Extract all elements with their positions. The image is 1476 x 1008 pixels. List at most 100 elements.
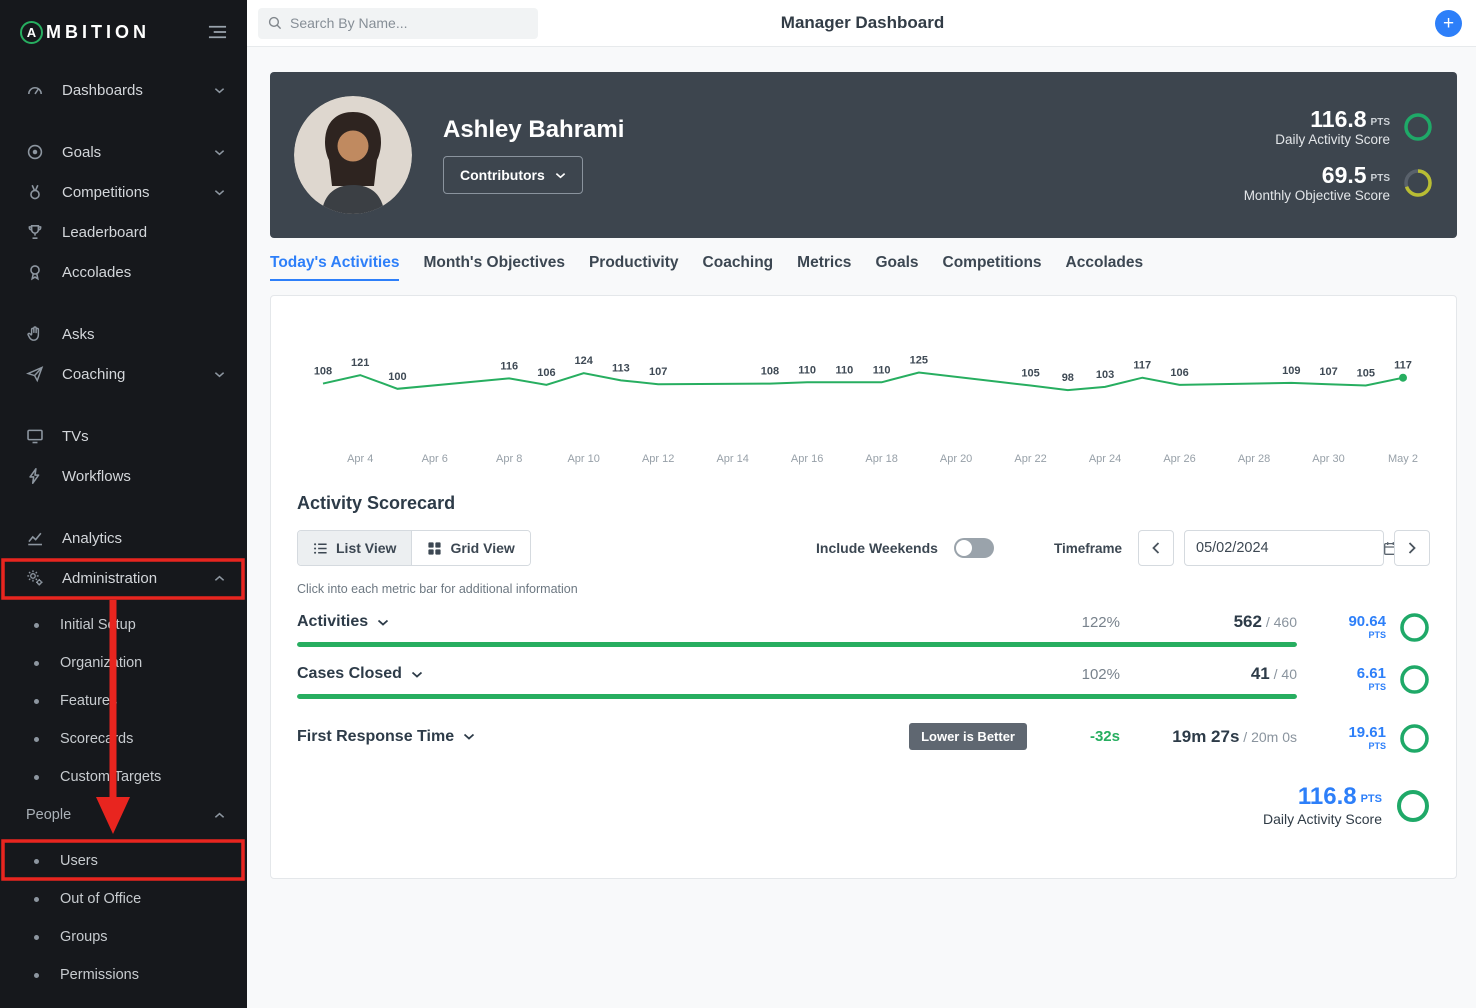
svg-text:Apr 18: Apr 18 bbox=[865, 453, 897, 465]
sidebar-item-administration[interactable]: Administration bbox=[0, 558, 247, 598]
tab-productivity[interactable]: Productivity bbox=[588, 254, 679, 271]
nav-label: Initial Setup bbox=[60, 617, 136, 633]
include-weekends-label: Include Weekends bbox=[816, 540, 938, 556]
ambition-logo[interactable]: A MBITION bbox=[20, 20, 150, 44]
svg-text:Apr 22: Apr 22 bbox=[1014, 453, 1046, 465]
metric-name: Cases Closed bbox=[297, 665, 402, 682]
people-submenu: Users Out of Office Groups Permissions bbox=[0, 842, 247, 994]
nav-label: Organization bbox=[60, 655, 143, 671]
dashboard-content: Ashley Bahrami Contributors 116.8 PTS Dai… bbox=[247, 47, 1476, 879]
search-box[interactable] bbox=[258, 7, 538, 39]
sidebar-item-groups[interactable]: Groups bbox=[0, 918, 247, 956]
chevron-down-icon bbox=[378, 619, 389, 626]
svg-text:110: 110 bbox=[836, 364, 854, 376]
search-input[interactable] bbox=[290, 15, 528, 31]
metric-value: 41 / 40 bbox=[1250, 664, 1297, 683]
tab-todays-activities[interactable]: Today's Activities bbox=[270, 254, 400, 281]
svg-text:May 2: May 2 bbox=[1388, 453, 1418, 465]
list-view-button[interactable]: List View bbox=[298, 531, 412, 565]
sidebar-item-coaching[interactable]: Coaching bbox=[0, 354, 247, 394]
avatar[interactable] bbox=[294, 96, 412, 214]
date-input[interactable] bbox=[1196, 540, 1383, 556]
administration-submenu: Initial Setup Organization Features Scor… bbox=[0, 606, 247, 796]
daily-total: 116.8 PTS Daily Activity Score bbox=[297, 784, 1430, 827]
sidebar-item-accolades[interactable]: Accolades bbox=[0, 252, 247, 292]
toggle-knob bbox=[955, 540, 972, 556]
bullet-icon bbox=[34, 774, 39, 780]
workflows-icon bbox=[26, 467, 44, 485]
tab-months-objectives[interactable]: Month's Objectives bbox=[423, 254, 565, 271]
svg-text:106: 106 bbox=[1170, 367, 1188, 379]
activity-trend-chart: 108 121 100 116 106 124 113 107 108 110 110 110 125 1… bbox=[314, 355, 1418, 466]
sidebar-item-analytics[interactable]: Analytics bbox=[0, 518, 247, 558]
previous-period-button[interactable] bbox=[1138, 530, 1174, 566]
monthly-objective-score: 69.5 PTS Monthly Objective Score bbox=[1244, 163, 1433, 203]
sidebar-item-goals[interactable]: Goals bbox=[0, 132, 247, 172]
svg-text:98: 98 bbox=[1062, 372, 1074, 384]
sidebar-item-tvs[interactable]: TVs bbox=[0, 416, 247, 456]
chevron-down-icon bbox=[463, 733, 475, 740]
score-summary: 116.8 PTS Daily Activity Score 69.5 PTS Mo… bbox=[1244, 107, 1433, 203]
cases-closed-progress-bar[interactable] bbox=[297, 694, 1297, 699]
add-button[interactable]: + bbox=[1435, 9, 1462, 37]
sidebar-item-scorecards[interactable]: Scorecards bbox=[0, 720, 247, 758]
nav-label: Scorecards bbox=[60, 731, 134, 747]
sidebar-item-initial-setup[interactable]: Initial Setup bbox=[0, 606, 247, 644]
sidebar-item-organization[interactable]: Organization bbox=[0, 644, 247, 682]
include-weekends-toggle[interactable] bbox=[953, 538, 994, 558]
profile-info: Ashley Bahrami Contributors bbox=[443, 116, 624, 194]
dashboard-tabs: Today's Activities Month's Objectives Pr… bbox=[270, 254, 1457, 281]
sidebar-section-people[interactable]: People bbox=[0, 796, 247, 834]
svg-text:Apr 24: Apr 24 bbox=[1089, 453, 1121, 465]
nav-label: Asks bbox=[62, 325, 95, 343]
tab-accolades[interactable]: Accolades bbox=[1065, 254, 1144, 271]
sidebar-item-custom-targets[interactable]: Custom Targets bbox=[0, 758, 247, 796]
svg-text:Apr 16: Apr 16 bbox=[791, 453, 823, 465]
sidebar-header: A MBITION bbox=[0, 0, 247, 64]
svg-text:124: 124 bbox=[575, 355, 594, 367]
svg-text:Apr 8: Apr 8 bbox=[496, 453, 522, 465]
sidebar-item-leaderboard[interactable]: Leaderboard bbox=[0, 212, 247, 252]
grid-view-label: Grid View bbox=[450, 540, 515, 556]
first-response-time-dropdown[interactable]: First Response Time bbox=[297, 728, 475, 746]
sidebar-item-workflows[interactable]: Workflows bbox=[0, 456, 247, 496]
sidebar-item-features[interactable]: Features bbox=[0, 682, 247, 720]
helper-text: Click into each metric bar for additiona… bbox=[297, 582, 578, 596]
collapse-sidebar-icon[interactable] bbox=[208, 25, 227, 39]
grid-view-button[interactable]: Grid View bbox=[411, 531, 530, 565]
cases-closed-dropdown[interactable]: Cases Closed bbox=[297, 665, 423, 683]
next-period-button[interactable] bbox=[1394, 530, 1430, 566]
coaching-icon bbox=[26, 365, 44, 383]
list-view-icon bbox=[313, 541, 328, 556]
svg-text:117: 117 bbox=[1133, 360, 1151, 372]
svg-text:106: 106 bbox=[537, 367, 555, 379]
tab-goals[interactable]: Goals bbox=[875, 254, 919, 271]
sidebar-item-out-of-office[interactable]: Out of Office bbox=[0, 880, 247, 918]
metric-delta: -32s bbox=[1089, 728, 1120, 745]
svg-text:113: 113 bbox=[612, 362, 630, 374]
date-picker[interactable] bbox=[1184, 530, 1397, 566]
daily-score-ring bbox=[1404, 113, 1432, 141]
sidebar-item-users[interactable]: Users bbox=[0, 842, 247, 880]
nav-label: Groups bbox=[60, 929, 108, 945]
metric-value: 19m 27s / 20m 0s bbox=[1172, 726, 1297, 746]
nav-label: Goals bbox=[62, 143, 102, 161]
tab-coaching[interactable]: Coaching bbox=[702, 254, 774, 271]
main-area: Manager Dashboard + bbox=[247, 0, 1476, 1008]
monthly-score-value: 69.5 PTS bbox=[1321, 162, 1390, 188]
daily-score-label: Daily Activity Score bbox=[1275, 132, 1390, 147]
sidebar-item-permissions[interactable]: Permissions bbox=[0, 956, 247, 994]
group-selector-button[interactable]: Contributors bbox=[443, 156, 583, 194]
cases-closed-points: 6.61 PTS bbox=[1356, 665, 1386, 692]
activities-dropdown[interactable]: Activities bbox=[297, 613, 389, 631]
sidebar-item-asks[interactable]: Asks bbox=[0, 314, 247, 354]
tab-competitions[interactable]: Competitions bbox=[942, 254, 1042, 271]
sidebar-item-competitions[interactable]: Competitions bbox=[0, 172, 247, 212]
activities-progress-bar[interactable] bbox=[297, 642, 1297, 647]
svg-text:Apr 10: Apr 10 bbox=[567, 453, 599, 465]
competitions-icon bbox=[26, 183, 44, 201]
tab-metrics[interactable]: Metrics bbox=[797, 254, 852, 271]
sidebar-item-dashboards[interactable]: Dashboards bbox=[0, 70, 247, 110]
nav-label: Administration bbox=[62, 569, 158, 587]
metric-value: 562 / 460 bbox=[1233, 612, 1297, 631]
